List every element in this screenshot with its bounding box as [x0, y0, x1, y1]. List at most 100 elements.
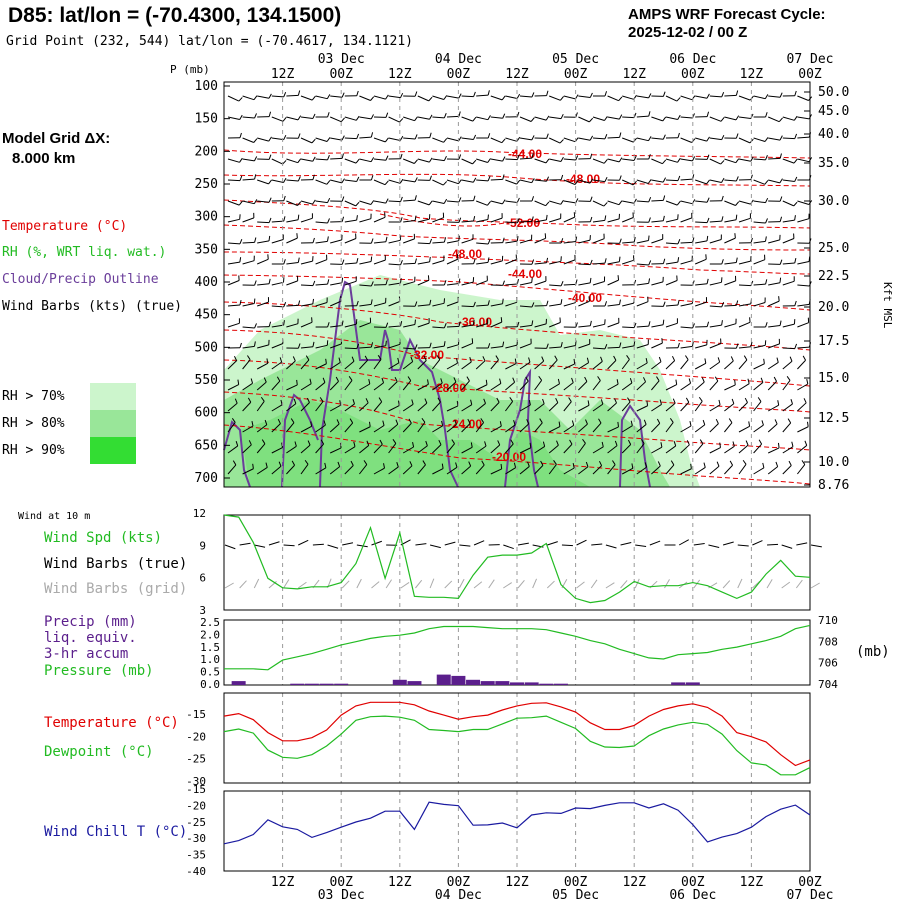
- wind-barb: [461, 195, 476, 202]
- wind-barb: [388, 462, 399, 475]
- barb-feather: [368, 421, 371, 427]
- barb-shaft: [490, 303, 503, 307]
- barb-feather: [603, 202, 608, 207]
- wind-barb: [432, 237, 447, 244]
- wind-barb: [388, 320, 403, 328]
- barb-feather: [618, 256, 621, 262]
- time-date-label: 03 Dec: [318, 52, 365, 67]
- barb-feather: [377, 354, 382, 360]
- wind-barb: [578, 400, 590, 412]
- height-tick: 25.0: [818, 241, 849, 256]
- wind-barb: [592, 276, 606, 286]
- barb-feather: [765, 279, 768, 285]
- barb-feather: [645, 358, 648, 364]
- wind-barb: [476, 343, 491, 349]
- barb-shaft: [359, 464, 368, 475]
- barb-shaft: [797, 402, 807, 412]
- barb-shaft: [578, 325, 591, 328]
- precip-liq-label: liq. equiv.: [44, 630, 137, 646]
- barb-feather: [423, 355, 427, 361]
- barb-feather: [311, 138, 316, 144]
- barb-feather: [706, 93, 710, 99]
- wind-barb: [519, 461, 530, 475]
- barb-feather: [789, 356, 793, 362]
- barb-shaft: [797, 218, 810, 223]
- barb-shaft: [534, 403, 545, 412]
- barb-shaft: [315, 401, 324, 412]
- barb-feather: [794, 215, 796, 221]
- barb-shaft: [242, 260, 255, 265]
- barb-feather: [794, 300, 797, 306]
- barb-feather: [604, 176, 608, 182]
- wind-barb: [607, 299, 621, 307]
- true-wind-barb: [517, 542, 529, 546]
- wind-barb: [461, 418, 471, 433]
- barb-shaft: [373, 425, 385, 433]
- wind-barb: [271, 92, 287, 98]
- barb-shaft: [257, 221, 270, 224]
- barb-shaft: [578, 423, 588, 433]
- barb-feather: [487, 90, 490, 96]
- barb-feather: [238, 200, 243, 206]
- barb-feather: [794, 343, 798, 349]
- wind-barb: [417, 398, 428, 412]
- barb-shaft: [359, 261, 372, 265]
- wind-barb: [242, 355, 251, 370]
- barb-feather: [500, 463, 503, 469]
- grid-wind-barb: [576, 581, 585, 589]
- barb-shaft: [373, 200, 386, 204]
- wind-barb: [782, 460, 792, 475]
- wind-barb: [373, 420, 385, 433]
- barb-shaft: [622, 116, 635, 119]
- barb-feather: [560, 174, 564, 180]
- wind-barb: [534, 343, 549, 349]
- barb-feather: [658, 356, 662, 362]
- wind-barb: [388, 439, 397, 454]
- barb-feather: [424, 398, 428, 404]
- barb-shaft: [782, 219, 795, 223]
- barb-feather: [516, 218, 520, 224]
- wind-barb: [344, 158, 360, 164]
- barb-shaft: [227, 464, 237, 475]
- height-tick: 40.0: [818, 127, 849, 142]
- barb-feather: [312, 113, 316, 119]
- barb-shaft: [388, 95, 401, 99]
- time-date-label: 04 Dec: [435, 52, 482, 67]
- wind-barb: [694, 358, 707, 370]
- barb-feather: [587, 400, 590, 406]
- wind-barb: [607, 460, 616, 475]
- barb-shaft: [636, 95, 649, 99]
- wind-barb: [417, 95, 433, 102]
- barb-shaft: [242, 303, 255, 307]
- wind-barb: [636, 339, 649, 349]
- wind-barb: [417, 114, 433, 120]
- barb-shaft: [286, 445, 297, 454]
- wind-barb: [505, 321, 520, 328]
- wind-barb: [402, 356, 414, 370]
- barb-shaft: [548, 383, 560, 391]
- wind-barb: [359, 355, 369, 370]
- wind-barb: [286, 200, 302, 206]
- barb-feather: [398, 400, 400, 406]
- barb-feather: [647, 179, 652, 184]
- barb-feather: [750, 341, 753, 347]
- barb-shaft: [549, 260, 562, 265]
- wind-barb: [300, 341, 315, 349]
- barb-feather: [670, 460, 675, 466]
- barb-shaft: [446, 240, 459, 244]
- wind-barb: [782, 215, 796, 223]
- wind-barb: [359, 460, 368, 475]
- wind-barb: [373, 212, 386, 223]
- barb-feather: [283, 216, 286, 222]
- barb-shaft: [432, 302, 445, 307]
- barb-feather: [473, 301, 476, 307]
- barb-feather: [764, 236, 767, 242]
- barb-shaft: [768, 157, 781, 160]
- barb-shaft: [709, 116, 722, 122]
- barb-shaft: [256, 424, 268, 433]
- panel-frame: [223, 692, 811, 784]
- true-wind-barb: [283, 544, 295, 547]
- wind-barb: [680, 174, 695, 181]
- barb-shaft: [534, 116, 547, 121]
- wind-barb: [227, 175, 243, 182]
